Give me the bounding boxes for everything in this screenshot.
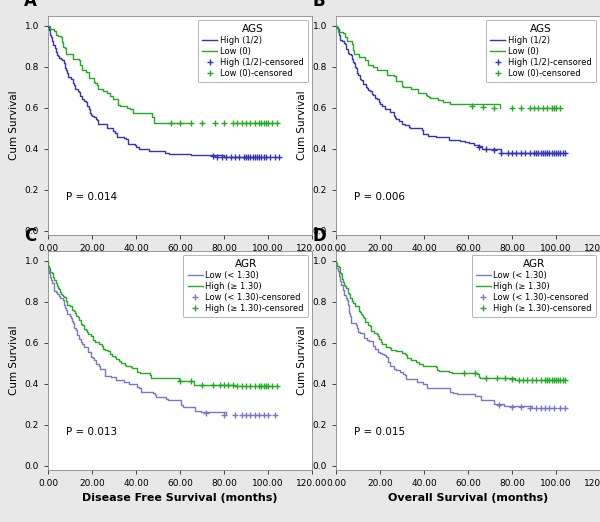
Y-axis label: Cum Survival: Cum Survival xyxy=(9,90,19,160)
Text: A: A xyxy=(24,0,37,10)
Y-axis label: Cum Survival: Cum Survival xyxy=(297,325,307,395)
Text: P = 0.015: P = 0.015 xyxy=(355,426,406,437)
Text: P = 0.006: P = 0.006 xyxy=(355,192,406,202)
Legend: Low (< 1.30), High (≥ 1.30), Low (< 1.30)-censored, High (≥ 1.30)-censored: Low (< 1.30), High (≥ 1.30), Low (< 1.30… xyxy=(472,255,596,317)
Legend: High (1/2), Low (0), High (1/2)-censored, Low (0)-censored: High (1/2), Low (0), High (1/2)-censored… xyxy=(198,20,308,82)
Text: P = 0.013: P = 0.013 xyxy=(67,426,118,437)
Y-axis label: Cum Survival: Cum Survival xyxy=(9,325,19,395)
Y-axis label: Cum Survival: Cum Survival xyxy=(297,90,307,160)
X-axis label: Overall Survival (months): Overall Survival (months) xyxy=(388,493,548,503)
Legend: High (1/2), Low (0), High (1/2)-censored, Low (0)-censored: High (1/2), Low (0), High (1/2)-censored… xyxy=(486,20,596,82)
Text: B: B xyxy=(312,0,325,10)
X-axis label: Disease Free Survival (months): Disease Free Survival (months) xyxy=(82,493,278,503)
Text: P = 0.014: P = 0.014 xyxy=(67,192,118,202)
Legend: Low (< 1.30), High (≥ 1.30), Low (< 1.30)-censored, High (≥ 1.30)-censored: Low (< 1.30), High (≥ 1.30), Low (< 1.30… xyxy=(184,255,308,317)
Text: D: D xyxy=(312,228,326,245)
Text: C: C xyxy=(24,228,36,245)
